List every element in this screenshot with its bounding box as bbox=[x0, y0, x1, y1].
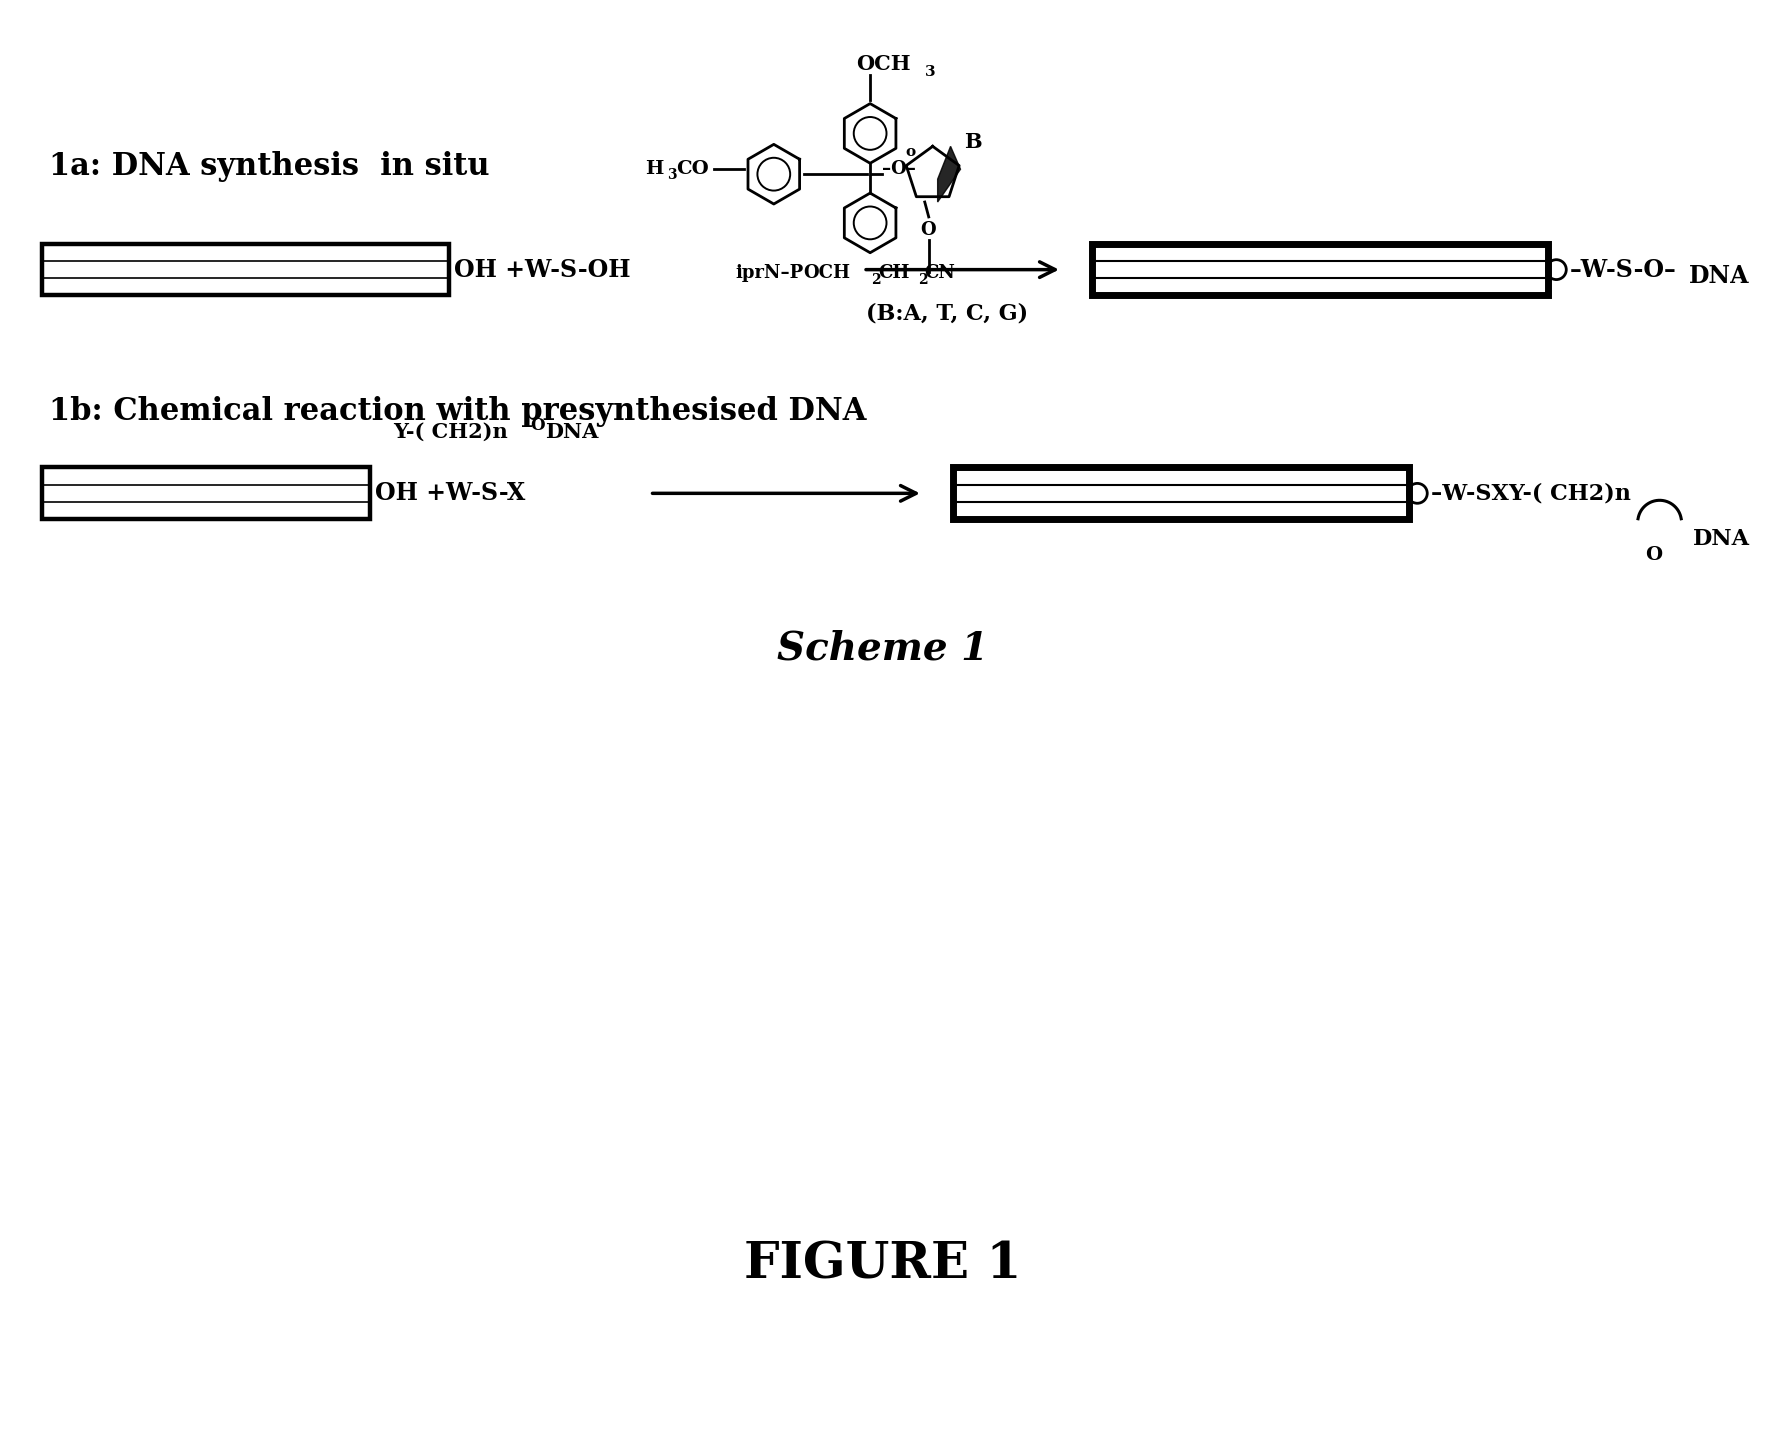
Text: CH: CH bbox=[878, 264, 910, 281]
Bar bbox=[952, 468, 1409, 520]
Bar bbox=[42, 468, 370, 520]
Text: O: O bbox=[531, 417, 545, 434]
Text: 3: 3 bbox=[924, 65, 935, 78]
Text: 1b: Chemical reaction with presynthesised DNA: 1b: Chemical reaction with presynthesise… bbox=[50, 397, 866, 427]
Text: –W-S-O–: –W-S-O– bbox=[1570, 258, 1676, 281]
Text: DNA: DNA bbox=[1689, 264, 1751, 288]
Text: DNA: DNA bbox=[1694, 529, 1751, 550]
Text: FIGURE 1: FIGURE 1 bbox=[745, 1241, 1021, 1289]
Bar bbox=[1092, 243, 1549, 295]
Text: 2: 2 bbox=[871, 272, 881, 287]
Text: OH +W-S-X: OH +W-S-X bbox=[375, 481, 526, 505]
Text: OH +W-S-OH: OH +W-S-OH bbox=[455, 258, 630, 281]
Text: CN: CN bbox=[924, 264, 956, 281]
Text: 1a: DNA synthesis  in situ: 1a: DNA synthesis in situ bbox=[50, 151, 489, 182]
Text: O: O bbox=[1644, 546, 1662, 565]
Polygon shape bbox=[938, 146, 961, 203]
Text: –O–: –O– bbox=[881, 161, 915, 178]
Text: (B:A, T, C, G): (B:A, T, C, G) bbox=[866, 303, 1028, 324]
Text: Scheme 1: Scheme 1 bbox=[777, 630, 989, 668]
Text: o: o bbox=[906, 145, 915, 159]
Text: DNA: DNA bbox=[545, 421, 598, 442]
Text: B: B bbox=[965, 132, 982, 152]
Text: 2: 2 bbox=[919, 272, 927, 287]
Text: iprN–P: iprN–P bbox=[735, 264, 804, 281]
Text: O: O bbox=[920, 222, 936, 239]
Text: H: H bbox=[644, 161, 664, 178]
Text: –W-SXY-( CH2)n: –W-SXY-( CH2)n bbox=[1432, 482, 1632, 504]
Text: OCH: OCH bbox=[804, 264, 851, 281]
Text: Y-( CH2)n: Y-( CH2)n bbox=[393, 421, 508, 442]
Bar bbox=[42, 243, 450, 295]
Text: CO: CO bbox=[676, 161, 710, 178]
Text: OCH: OCH bbox=[857, 54, 912, 74]
Text: 3: 3 bbox=[667, 168, 678, 182]
